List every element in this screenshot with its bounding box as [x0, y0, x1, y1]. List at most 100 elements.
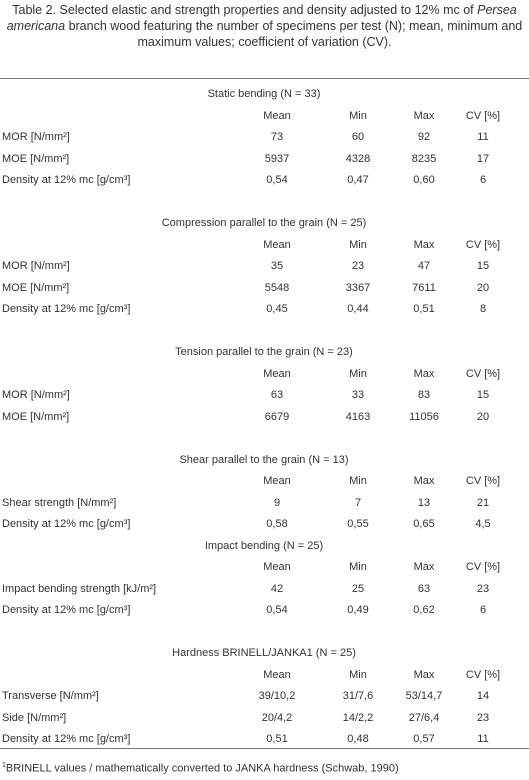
column-header: Max	[413, 475, 435, 487]
column-header: Mean	[263, 475, 291, 487]
row-label: MOE [N/mm²]	[2, 281, 70, 294]
column-header: CV [%]	[465, 238, 501, 251]
cell-value: 20	[476, 281, 490, 294]
cell-value: 60	[351, 131, 365, 143]
cell-value: 0,57	[413, 733, 435, 745]
cell-value: 11	[477, 131, 489, 143]
cell-value: 5937	[264, 152, 290, 165]
cell-value: 83	[417, 389, 431, 401]
column-header: Max	[413, 668, 435, 681]
cell-value: 0,58	[266, 518, 288, 530]
caption-text: Table 2. Selected elastic and strength p…	[12, 3, 478, 17]
caption-species: Persea americana	[6, 3, 517, 33]
cell-value: 42	[270, 582, 284, 595]
cell-value: 33	[351, 389, 365, 401]
column-header: CV [%]	[465, 475, 501, 487]
row-label: MOR [N/mm²]	[2, 131, 70, 143]
row-label: Impact bending strength [kJ/m²]	[2, 582, 157, 595]
row-label: Density at 12% mc [g/cm³]	[2, 174, 131, 186]
column-header: CV [%]	[465, 367, 501, 380]
cell-value: 4328	[345, 152, 371, 165]
row-label: Density at 12% mc [g/cm³]	[2, 733, 131, 745]
row-label: MOR [N/mm²]	[2, 389, 70, 401]
column-header: Mean	[263, 561, 291, 573]
column-header: Max	[413, 367, 435, 380]
caption: Table 2. Selected elastic and strength p…	[4, 2, 525, 50]
row-label: Density at 12% mc [g/cm³]	[2, 518, 131, 530]
cell-value: 25	[351, 582, 365, 595]
cell-value: 11	[477, 733, 489, 745]
cell-value: 47	[417, 260, 431, 272]
row-label: Side [N/mm²]	[2, 711, 67, 724]
cell-value: 0,44	[347, 303, 369, 315]
cell-value: 0,51	[413, 303, 435, 315]
footnote-marker: 1	[2, 762, 6, 769]
cell-value: 6	[479, 604, 487, 616]
cell-value: 13	[417, 496, 431, 509]
cell-value: 73	[270, 131, 284, 143]
cell-value: 0,49	[347, 604, 369, 616]
cell-value: 15	[476, 389, 490, 401]
cell-value: 0,51	[266, 733, 288, 745]
row-label: MOR [N/mm²]	[2, 260, 70, 272]
cell-value: 0,65	[413, 518, 435, 530]
column-header: Max	[413, 561, 435, 573]
cell-value: 14	[476, 690, 490, 702]
cell-value: 31/7,6	[342, 690, 374, 702]
section-title: Shear parallel to the grain (N = 13)	[179, 453, 349, 466]
cell-value: 23	[351, 260, 365, 272]
cell-value: 0,54	[266, 174, 288, 186]
cell-value: 0,55	[347, 518, 369, 530]
column-header: CV [%]	[465, 561, 501, 573]
caption-text: branch wood featuring the number of spec…	[65, 19, 523, 49]
column-header: Mean	[263, 668, 291, 681]
column-header: Min	[349, 238, 367, 251]
cell-value: 53/14,7	[405, 690, 443, 702]
cell-value: 8235	[411, 152, 437, 165]
footnote-text: BRINELL values / mathematically converte…	[5, 762, 399, 775]
cell-value: 27/6,4	[408, 711, 440, 724]
column-header: Max	[413, 109, 435, 122]
column-header: CV [%]	[465, 109, 501, 122]
cell-value: 23	[476, 582, 490, 595]
column-header: Min	[349, 561, 367, 573]
cell-value: 35	[270, 260, 284, 272]
cell-value: 4163	[345, 410, 371, 423]
cell-value: 63	[270, 389, 284, 401]
section-title: Tension parallel to the grain (N = 23)	[175, 346, 353, 358]
column-header: Min	[349, 367, 367, 380]
column-header: Min	[349, 109, 367, 122]
row-label: MOE [N/mm²]	[2, 152, 70, 165]
column-header: Mean	[263, 238, 291, 251]
section-title: Impact bending (N = 25)	[204, 539, 324, 552]
cell-value: 6	[479, 174, 487, 186]
column-header: Min	[349, 668, 367, 681]
cell-value: 20/4,2	[261, 711, 293, 724]
section-title: Hardness BRINELL/JANKA1 (N = 25)	[172, 647, 356, 659]
cell-value: 11056	[409, 410, 439, 423]
cell-value: 4,5	[475, 518, 491, 530]
cell-value: 5548	[264, 281, 290, 294]
cell-value: 6679	[264, 410, 290, 423]
cell-value: 39/10,2	[258, 690, 296, 702]
cell-value: 20	[476, 410, 490, 423]
cell-value: 0,54	[266, 604, 288, 616]
cell-value: 0,47	[347, 174, 369, 186]
cell-value: 92	[417, 131, 431, 143]
cell-value: 7611	[412, 281, 436, 294]
row-label: Density at 12% mc [g/cm³]	[2, 604, 131, 616]
column-header: CV [%]	[465, 668, 501, 681]
cell-value: 0,48	[347, 733, 369, 745]
row-label: MOE [N/mm²]	[2, 410, 70, 423]
cell-value: 7	[354, 496, 362, 509]
cell-value: 0,62	[413, 604, 435, 616]
cell-value: 0,45	[266, 303, 288, 315]
cell-value: 17	[476, 152, 490, 165]
cell-value: 8	[479, 303, 487, 315]
cell-value: 23	[476, 711, 490, 724]
cell-value: 14/2,2	[342, 711, 374, 724]
cell-value: 3367	[345, 281, 371, 294]
top-rule	[0, 78, 529, 79]
